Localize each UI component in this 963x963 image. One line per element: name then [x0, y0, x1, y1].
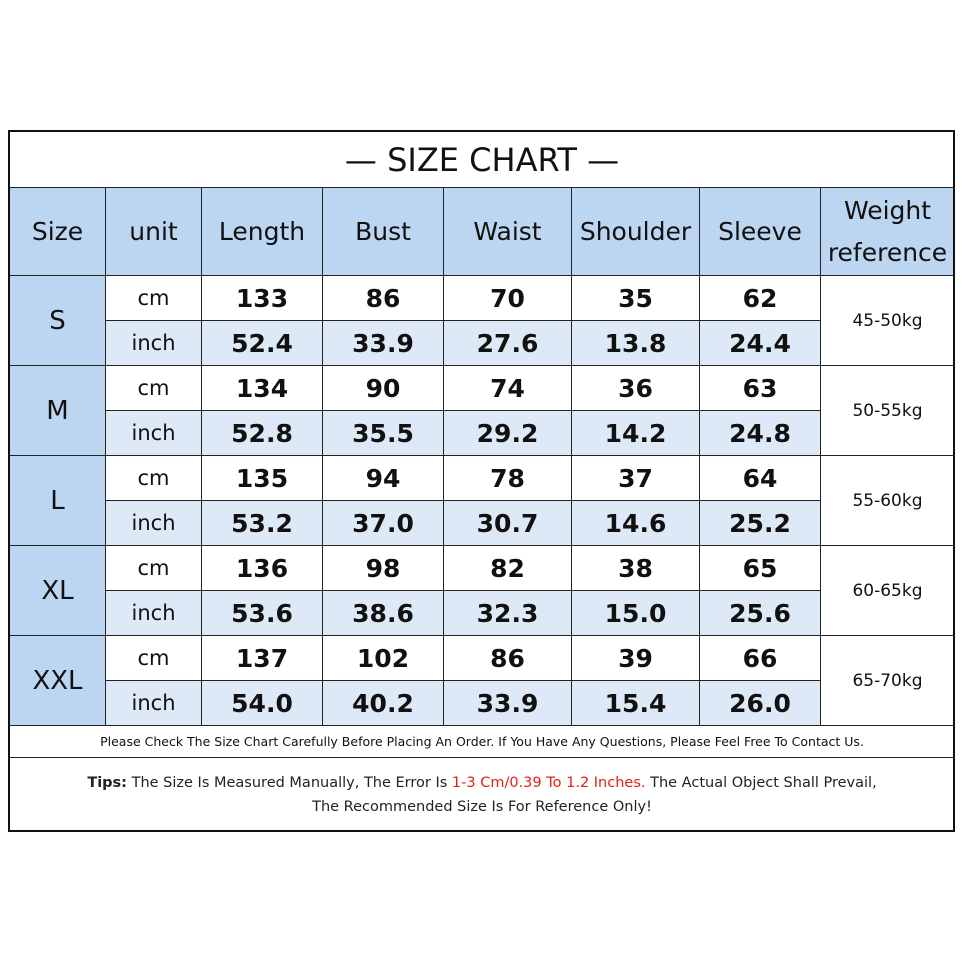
header-cell: Weight reference: [820, 187, 955, 276]
unit-cell: inch: [105, 680, 202, 726]
weight-cell: 65-70kg: [820, 635, 955, 726]
header-cell: unit: [105, 187, 202, 276]
header-cell: Size: [9, 187, 106, 276]
value-cell: 26.0: [699, 680, 821, 726]
value-cell: 36: [571, 365, 700, 411]
value-cell: 133: [201, 275, 323, 321]
value-cell: 15.4: [571, 680, 700, 726]
value-cell: 38.6: [322, 590, 444, 636]
value-cell: 29.2: [443, 410, 572, 456]
value-cell: 135: [201, 455, 323, 501]
value-cell: 86: [443, 635, 572, 681]
note: Please Check The Size Chart Carefully Be…: [9, 725, 955, 758]
tips-highlight: 1-3 Cm/0.39 To 1.2 Inches.: [451, 774, 646, 791]
value-cell: 53.2: [201, 500, 323, 546]
title: — SIZE CHART —: [9, 131, 955, 188]
value-cell: 53.6: [201, 590, 323, 636]
unit-cell: inch: [105, 320, 202, 366]
value-cell: 35.5: [322, 410, 444, 456]
value-cell: 94: [322, 455, 444, 501]
tips: Tips: The Size Is Measured Manually, The…: [9, 757, 955, 832]
value-cell: 33.9: [443, 680, 572, 726]
header-cell: Shoulder: [571, 187, 700, 276]
value-cell: 98: [322, 545, 444, 591]
value-cell: 62: [699, 275, 821, 321]
unit-cell: cm: [105, 455, 202, 501]
value-cell: 37.0: [322, 500, 444, 546]
value-cell: 52.4: [201, 320, 323, 366]
value-cell: 70: [443, 275, 572, 321]
weight-cell: 45-50kg: [820, 275, 955, 366]
value-cell: 35: [571, 275, 700, 321]
size-cell: S: [9, 275, 106, 366]
tips-line: The Recommended Size Is For Reference On…: [312, 798, 652, 815]
size-cell: L: [9, 455, 106, 546]
unit-cell: inch: [105, 410, 202, 456]
value-cell: 24.4: [699, 320, 821, 366]
value-cell: 13.8: [571, 320, 700, 366]
value-cell: 40.2: [322, 680, 444, 726]
value-cell: 63: [699, 365, 821, 411]
value-cell: 102: [322, 635, 444, 681]
unit-cell: cm: [105, 275, 202, 321]
value-cell: 66: [699, 635, 821, 681]
weight-cell: 60-65kg: [820, 545, 955, 636]
value-cell: 39: [571, 635, 700, 681]
weight-cell: 55-60kg: [820, 455, 955, 546]
unit-cell: inch: [105, 590, 202, 636]
value-cell: 27.6: [443, 320, 572, 366]
value-cell: 15.0: [571, 590, 700, 636]
weight-cell: 50-55kg: [820, 365, 955, 456]
value-cell: 24.8: [699, 410, 821, 456]
value-cell: 74: [443, 365, 572, 411]
value-cell: 64: [699, 455, 821, 501]
header-cell: Sleeve: [699, 187, 821, 276]
value-cell: 52.8: [201, 410, 323, 456]
tips-label: Tips:: [87, 774, 127, 791]
tips-line: Tips: The Size Is Measured Manually, The…: [87, 771, 876, 795]
value-cell: 134: [201, 365, 323, 411]
value-cell: 33.9: [322, 320, 444, 366]
unit-cell: cm: [105, 545, 202, 591]
value-cell: 37: [571, 455, 700, 501]
value-cell: 32.3: [443, 590, 572, 636]
size-cell: XL: [9, 545, 106, 636]
value-cell: 54.0: [201, 680, 323, 726]
value-cell: 38: [571, 545, 700, 591]
size-cell: XXL: [9, 635, 106, 726]
value-cell: 30.7: [443, 500, 572, 546]
value-cell: 25.6: [699, 590, 821, 636]
header-cell: Waist: [443, 187, 572, 276]
value-cell: 137: [201, 635, 323, 681]
value-cell: 90: [322, 365, 444, 411]
size-cell: M: [9, 365, 106, 456]
unit-cell: inch: [105, 500, 202, 546]
value-cell: 82: [443, 545, 572, 591]
value-cell: 78: [443, 455, 572, 501]
value-cell: 86: [322, 275, 444, 321]
value-cell: 136: [201, 545, 323, 591]
value-cell: 14.6: [571, 500, 700, 546]
value-cell: 65: [699, 545, 821, 591]
header-cell: Bust: [322, 187, 444, 276]
value-cell: 25.2: [699, 500, 821, 546]
tips-text: The Size Is Measured Manually, The Error…: [131, 774, 448, 791]
tips-text: The Actual Object Shall Prevail,: [650, 774, 877, 791]
unit-cell: cm: [105, 635, 202, 681]
unit-cell: cm: [105, 365, 202, 411]
header-cell: Length: [201, 187, 323, 276]
value-cell: 14.2: [571, 410, 700, 456]
